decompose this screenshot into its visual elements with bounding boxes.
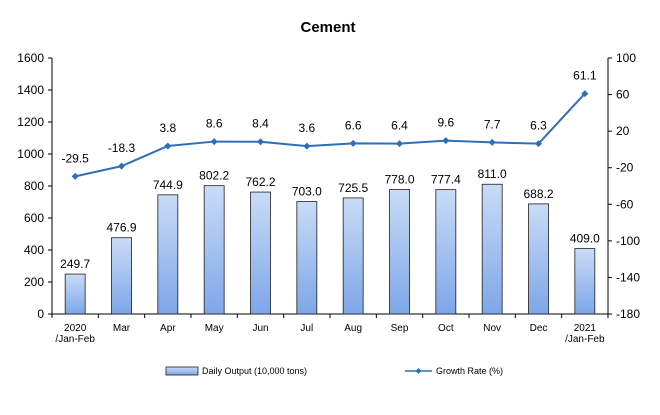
line-group: [71, 90, 589, 180]
bar: [203, 185, 225, 315]
axes: 0 200 400 600 800 1000 1200 1400 1600 -180 -140 -10…: [17, 51, 640, 345]
line-point: [71, 172, 79, 180]
y-left-tick-label: 1200: [17, 115, 44, 129]
x-category-label: Nov: [483, 323, 501, 334]
legend: Daily Output (10,000 tons) Growth Rate (…: [165, 366, 503, 376]
legend-line-label: Growth Rate (%): [436, 366, 503, 376]
y-left-tick-label: 0: [37, 307, 44, 321]
x-category-label: May: [205, 323, 224, 334]
y-left-tick-label: 200: [24, 275, 44, 289]
bar-value-label: 409.0: [570, 232, 600, 246]
line-value-label: 8.4: [252, 117, 269, 131]
bar: [250, 191, 271, 315]
x-category-label: 2021/Jan-Feb: [565, 323, 605, 345]
line-value-label: 6.6: [345, 118, 362, 132]
line-point: [396, 140, 403, 148]
x-category-label: Oct: [438, 323, 454, 334]
line-value-label: 8.6: [206, 117, 223, 131]
bar-value-label: 703.0: [292, 185, 322, 199]
y-left-tick-label: 800: [24, 179, 44, 193]
line-value-label: 61.1: [573, 69, 597, 83]
line-point: [164, 142, 172, 150]
line-value-label: -18.3: [108, 141, 136, 155]
y-left-tick-label: 1000: [17, 147, 44, 161]
line-value-label: 9.6: [437, 116, 454, 130]
bar-value-label: 249.7: [60, 257, 90, 271]
bar: [111, 237, 132, 315]
line-value-label: 7.7: [484, 117, 501, 131]
line-point: [210, 138, 218, 146]
x-category-label: Jun: [252, 323, 268, 334]
bar-value-label: 744.9: [153, 178, 183, 192]
bar-value-label: 688.2: [523, 187, 553, 201]
legend-bar-swatch: [165, 366, 199, 376]
x-category-label: Apr: [160, 323, 176, 334]
line-point: [535, 140, 542, 148]
y-left-tick-label: 600: [24, 211, 44, 225]
line-value-label: 3.6: [298, 121, 315, 135]
bar: [528, 203, 549, 315]
y-left-tick-label: 1600: [17, 51, 44, 65]
y-right-tick-label: -140: [616, 270, 640, 284]
y-right-tick-label: 20: [616, 124, 630, 138]
x-category-label: Mar: [113, 323, 131, 334]
line-point: [581, 90, 589, 98]
x-category-label: 2020/Jan-Feb: [55, 323, 95, 345]
line-value-label: 3.8: [159, 121, 176, 135]
legend-bar-label: Daily Output (10,000 tons): [202, 366, 307, 376]
line-point: [303, 142, 311, 150]
growth-line: [74, 92, 586, 178]
x-category-label: Sep: [391, 323, 409, 334]
x-category-label: Dec: [530, 323, 548, 334]
y-left-tick-label: 400: [24, 243, 44, 257]
bar: [296, 201, 318, 315]
line-point: [442, 137, 450, 145]
bar: [157, 194, 179, 315]
y-right-tick-label: -60: [616, 197, 634, 211]
bar: [574, 248, 596, 315]
bar-value-label: 802.2: [199, 169, 229, 183]
y-right-tick-label: -20: [616, 161, 634, 175]
line-point: [257, 138, 264, 146]
bar-value-label: 725.5: [338, 181, 368, 195]
x-category-label: Aug: [344, 323, 362, 334]
line-value-label: 6.3: [530, 119, 547, 133]
bar: [389, 189, 410, 315]
bar-value-label: 777.4: [431, 173, 461, 187]
y-right-tick-label: 60: [616, 88, 630, 102]
chart-title: Cement: [300, 19, 355, 36]
y-right-tick-label: -100: [616, 234, 640, 248]
line-point: [488, 138, 496, 146]
bar-value-label: 476.9: [106, 221, 136, 235]
line-value-label: -29.5: [61, 151, 89, 165]
line-value-label: 6.4: [391, 119, 408, 133]
bars-group: [64, 183, 596, 315]
y-right-tick-label: -180: [616, 307, 640, 321]
line-point: [118, 162, 125, 170]
y-left-tick-label: 1400: [17, 83, 44, 97]
bar-value-label: 762.2: [245, 175, 275, 189]
bar-value-label: 811.0: [478, 167, 507, 181]
bar: [481, 183, 503, 315]
line-point: [349, 139, 357, 147]
y-right-tick-label: 100: [616, 51, 636, 65]
bar: [435, 189, 457, 315]
bar: [64, 273, 86, 315]
legend-line-marker: [415, 368, 422, 374]
bar-value-label: 778.0: [384, 173, 414, 187]
bar: [342, 197, 364, 315]
data-labels-group: 249.7 476.9 744.9 802.2 762.2 703.0 725.5 778.0…: [60, 69, 600, 271]
x-category-label: Jul: [300, 323, 313, 334]
